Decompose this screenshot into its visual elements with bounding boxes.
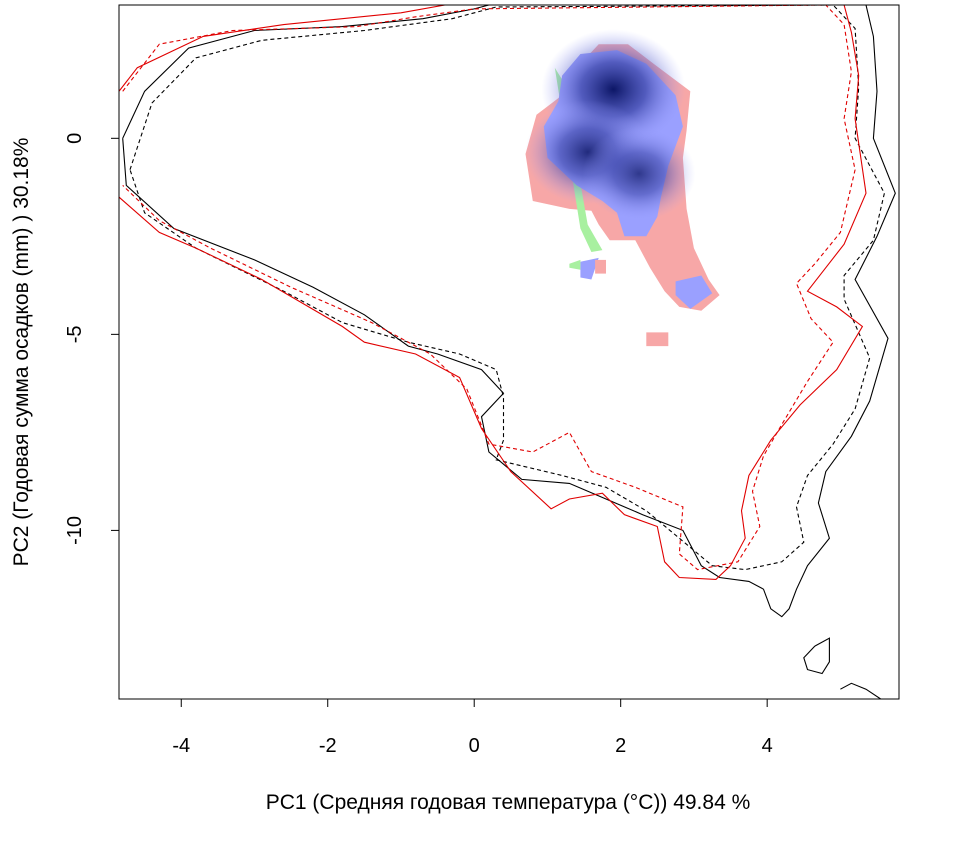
contour-line-4: [803, 637, 830, 675]
contour-line-5: [840, 682, 882, 699]
x-tick-label: 4: [762, 735, 773, 757]
x-tick-label: 0: [469, 735, 480, 757]
contour-line-2: [119, 5, 867, 580]
contour-line-3: [122, 5, 856, 571]
y-tick-label: 0: [64, 133, 86, 144]
contour-line-0: [122, 5, 896, 618]
contour-layer: [119, 5, 896, 699]
x-axis: -4 -2 0 2 4: [172, 699, 773, 757]
y-axis-title: PC2 (Годовая сумма осадков (mm) ) 30.18%: [10, 138, 33, 567]
density-peak-2: [582, 126, 696, 221]
density-patch-4: [595, 259, 606, 274]
density-patch-3: [646, 332, 669, 347]
x-tick-label: -4: [172, 735, 190, 757]
density-layer: [525, 29, 720, 347]
density-patch-0: [675, 275, 713, 309]
y-tick-label: -5: [64, 325, 86, 343]
x-tick-label: -2: [319, 735, 337, 757]
plot-frame: [118, 4, 900, 700]
y-axis: 0 -5 -10: [64, 133, 119, 545]
x-tick-label: 2: [615, 735, 626, 757]
density-patch-1: [580, 257, 599, 280]
contour-line-1: [129, 5, 885, 571]
density-patch-2: [569, 259, 581, 270]
x-axis-title: PC1 (Средняя годовая температура (°C)) 4…: [266, 791, 751, 814]
y-tick-label: -10: [64, 516, 86, 545]
